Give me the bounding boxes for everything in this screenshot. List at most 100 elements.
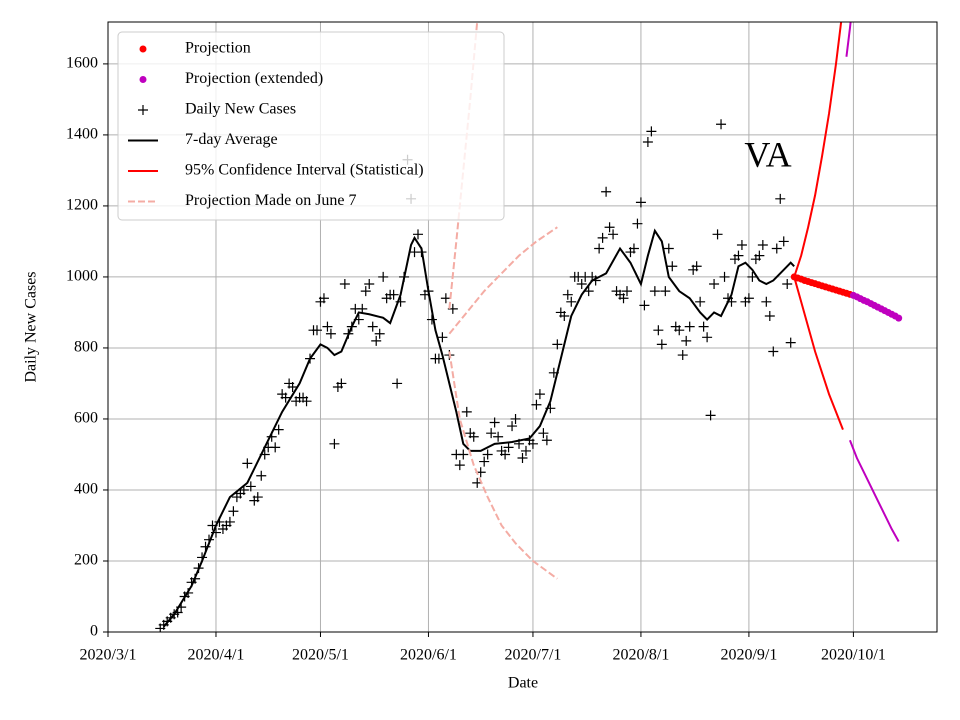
case-point — [698, 321, 709, 332]
interval-line — [848, 439, 900, 542]
case-point — [747, 271, 758, 282]
legend-label: 7-day Average — [185, 131, 278, 148]
case-point — [273, 424, 284, 435]
case-point — [378, 271, 389, 282]
ticks: 0 200 400 600 800 1000 1200 1400 1600 2020/3/1 202… — [66, 55, 886, 664]
case-point — [594, 243, 605, 254]
legend-label: Projection — [185, 40, 251, 57]
case-point — [764, 310, 775, 321]
x-tick-label: 2020/4/1 — [188, 647, 245, 664]
case-point — [681, 335, 692, 346]
legend-symbol — [138, 105, 148, 115]
case-point — [559, 310, 570, 321]
case-point — [322, 321, 333, 332]
case-point — [301, 396, 312, 407]
legend-symbol — [139, 45, 147, 53]
interval-line — [793, 22, 843, 278]
case-point — [712, 229, 723, 240]
case-point — [287, 382, 298, 393]
legend-label: Projection Made on June 7 — [185, 192, 357, 209]
case-point — [649, 286, 660, 297]
projection-point — [895, 314, 903, 322]
case-point — [371, 335, 382, 346]
case-point — [413, 229, 424, 240]
case-point — [364, 279, 375, 290]
y-tick-label: 1200 — [66, 197, 98, 214]
case-point — [716, 119, 727, 130]
interval-line — [793, 276, 844, 430]
legend-label: Daily New Cases — [185, 101, 296, 118]
case-point — [318, 293, 329, 304]
case-point — [597, 232, 608, 243]
case-point — [566, 296, 577, 307]
y-tick-label: 0 — [90, 623, 98, 640]
case-point — [642, 137, 653, 148]
axes-frame — [107, 21, 938, 633]
y-tick-label: 200 — [74, 552, 98, 569]
case-point — [618, 293, 629, 304]
case-point — [656, 339, 667, 350]
case-point — [660, 286, 671, 297]
x-tick-label: 2020/3/1 — [80, 647, 137, 664]
case-point — [360, 286, 371, 297]
case-point — [653, 325, 664, 336]
case-point — [517, 453, 528, 464]
case-point — [771, 243, 782, 254]
case-point — [663, 243, 674, 254]
case-point — [500, 449, 511, 460]
legend: Projection Projection (extended) Daily New… — [117, 31, 505, 221]
case-point — [684, 321, 695, 332]
case-point — [531, 399, 542, 410]
case-point — [639, 300, 650, 311]
case-point — [667, 261, 678, 272]
case-point — [461, 406, 472, 417]
case-point — [785, 337, 796, 348]
case-point — [242, 458, 253, 469]
interval-line — [845, 22, 852, 57]
case-point — [507, 421, 518, 432]
case-point — [388, 289, 399, 300]
case-point — [339, 279, 350, 290]
case-point — [768, 346, 779, 357]
y-tick-label: 400 — [74, 481, 98, 498]
legend-label: Projection (extended) — [185, 70, 323, 87]
case-point — [782, 279, 793, 290]
case-point — [709, 279, 720, 290]
y-axis-label: Daily New Cases — [23, 271, 40, 382]
legend-label: 95% Confidence Interval (Statistical) — [185, 162, 424, 179]
case-point — [520, 445, 531, 456]
case-point — [311, 325, 322, 336]
case-point — [736, 239, 747, 250]
case-point — [754, 250, 765, 261]
case-point — [458, 449, 469, 460]
case-point — [733, 250, 744, 261]
case-point — [468, 431, 479, 442]
case-point — [778, 236, 789, 247]
case-point — [632, 218, 643, 229]
case-point — [454, 460, 465, 471]
case-point — [479, 456, 490, 467]
case-point — [367, 321, 378, 332]
case-point — [486, 428, 497, 439]
average-line — [162, 228, 795, 628]
case-point — [280, 392, 291, 403]
case-point — [489, 417, 500, 428]
case-point — [576, 279, 587, 290]
annotation: VA — [744, 134, 791, 174]
legend-symbol — [139, 76, 147, 83]
case-point — [775, 193, 786, 204]
case-point — [245, 481, 256, 492]
x-tick-label: 2020/6/1 — [400, 647, 457, 664]
legend-box — [117, 31, 505, 221]
case-point — [329, 438, 340, 449]
case-point — [761, 296, 772, 307]
case-point — [392, 378, 403, 389]
case-point — [224, 516, 235, 527]
y-tick-label: 600 — [74, 410, 98, 427]
case-point — [604, 222, 615, 233]
case-point — [270, 442, 281, 453]
case-point — [538, 428, 549, 439]
case-point — [601, 186, 612, 197]
